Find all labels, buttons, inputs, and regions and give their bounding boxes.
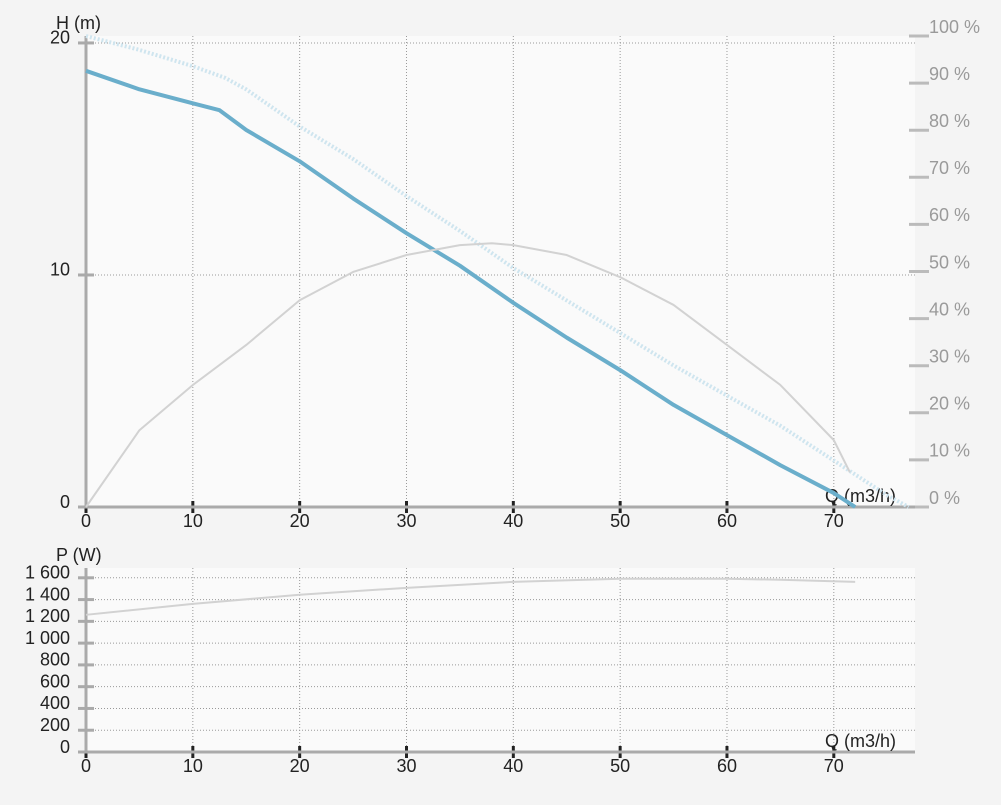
y2-tick-label: 40 % [929, 299, 970, 319]
y2-tick-label: 60 % [929, 205, 970, 225]
x-tick-label: 0 [81, 511, 91, 531]
y-tick-label: 1 000 [25, 628, 70, 648]
y2-tick-label: 0 % [929, 488, 960, 508]
y-tick-label: 1 400 [25, 584, 70, 604]
data-line [85, 242, 851, 508]
x-tick-label: 50 [610, 511, 630, 531]
x-tick-label: 30 [396, 756, 416, 776]
x-tick-label: 0 [81, 756, 91, 776]
x-tick-label: 40 [503, 511, 523, 531]
x-tick-label: 70 [824, 756, 844, 776]
y-tick-label: 400 [40, 693, 70, 713]
x-tick-label: 20 [290, 511, 310, 531]
y2-tick-label: 50 % [929, 252, 970, 272]
y-tick-label: 1 600 [25, 563, 70, 583]
y-tick-label: 10 [50, 260, 70, 280]
y-axis-title: H (m) [56, 13, 101, 33]
y2-tick-label: 10 % [929, 441, 970, 461]
y2-tick-label: 90 % [929, 64, 970, 84]
x-tick-label: 10 [183, 756, 203, 776]
y-tick-label: 600 [40, 671, 70, 691]
y2-tick-label: 30 % [929, 346, 970, 366]
y-tick-label: 200 [40, 715, 70, 735]
y2-tick-label: 20 % [929, 394, 970, 414]
plot-area [86, 568, 915, 752]
x-tick-label: 50 [610, 756, 630, 776]
y2-tick-label: 70 % [929, 158, 970, 178]
x-axis-title: Q (m3/h) [825, 731, 896, 751]
y-tick-label: 1 200 [25, 606, 70, 626]
x-tick-label: 10 [183, 511, 203, 531]
data-line [85, 68, 857, 509]
y2-tick-label: 100 % [929, 17, 980, 37]
y-tick-label: 0 [60, 737, 70, 757]
x-tick-label: 60 [717, 756, 737, 776]
data-line [85, 577, 856, 616]
x-tick-label: 70 [824, 511, 844, 531]
y-tick-label: 0 [60, 492, 70, 512]
y2-tick-label: 80 % [929, 111, 970, 131]
y-tick-label: 800 [40, 650, 70, 670]
x-tick-label: 20 [290, 756, 310, 776]
y-axis-title: P (W) [56, 545, 102, 565]
x-tick-label: 40 [503, 756, 523, 776]
x-tick-label: 60 [717, 511, 737, 531]
y-tick-label: 20 [50, 28, 70, 48]
x-tick-label: 30 [396, 511, 416, 531]
